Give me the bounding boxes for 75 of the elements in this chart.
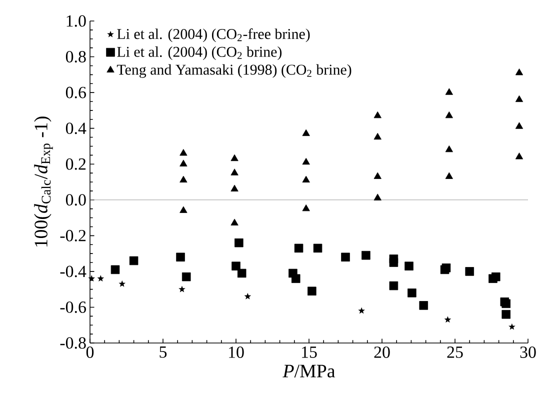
point	[374, 111, 382, 118]
point	[180, 148, 188, 156]
point	[502, 310, 510, 319]
point	[374, 132, 382, 140]
y-tick-label: 1.0	[66, 15, 86, 27]
point	[182, 272, 191, 282]
legend-label: Li et al. (2004) (CO$_{2}$ brine)	[117, 46, 282, 60]
point	[294, 244, 304, 253]
x-tick-label: 30	[520, 346, 536, 358]
point	[515, 95, 524, 102]
x-tick-label: 10	[229, 346, 244, 358]
point	[515, 122, 524, 129]
point	[118, 280, 126, 287]
point	[180, 160, 188, 166]
point	[404, 262, 414, 270]
point	[313, 244, 322, 253]
point	[230, 184, 238, 192]
y-tick-label: 0.0	[66, 194, 86, 206]
point	[176, 252, 185, 262]
point	[374, 172, 382, 179]
point	[358, 307, 365, 314]
x-tick-label: 5	[160, 346, 167, 358]
point	[308, 286, 316, 296]
point	[178, 286, 186, 292]
x-tick-label: 15	[302, 346, 317, 358]
point	[444, 316, 452, 323]
point	[230, 218, 238, 226]
point	[302, 158, 310, 165]
point	[291, 274, 300, 283]
point	[230, 154, 238, 162]
point	[234, 238, 244, 248]
y-tick-label: -0.6	[60, 301, 86, 313]
point	[88, 275, 96, 282]
point	[419, 301, 428, 310]
x-axis-title: P/MPa	[282, 364, 336, 378]
x-tick-label: 20	[374, 346, 390, 358]
point	[230, 168, 238, 176]
point	[374, 194, 382, 200]
point	[341, 252, 350, 262]
point	[515, 152, 524, 160]
point	[97, 275, 104, 282]
point	[302, 129, 310, 136]
y-tick-label: -0.4	[60, 266, 86, 278]
point	[244, 292, 252, 300]
y-tick-label: 0.6	[66, 86, 86, 98]
legend-label: Li et al. (2004) (CO$_{2}$-free brine)	[117, 28, 310, 42]
y-tick-label: -0.2	[60, 230, 86, 242]
point	[237, 268, 246, 278]
y-tick-label: 0.8	[66, 51, 86, 63]
point	[515, 68, 524, 76]
point	[465, 267, 474, 276]
x-tick-label: 0	[86, 346, 94, 358]
point	[445, 88, 453, 95]
point	[508, 323, 516, 330]
y-tick-label: -0.8	[60, 337, 86, 349]
point	[302, 176, 310, 182]
point	[408, 288, 416, 298]
y-axis-title: 100(d$_{Calc}$/d$_{Exp}$ -1)	[34, 116, 53, 247]
point	[445, 111, 453, 118]
point	[129, 256, 138, 266]
y-tick-label: 0.2	[66, 158, 86, 170]
point	[110, 265, 120, 274]
point	[302, 204, 310, 212]
point	[389, 281, 398, 290]
y-tick-label: 0.4	[66, 122, 86, 134]
point	[445, 172, 453, 179]
point	[232, 262, 240, 270]
point	[362, 250, 370, 260]
point	[180, 176, 188, 182]
point	[492, 272, 500, 282]
legend-label: Teng and Yamasaki (1998) (CO$_{2}$ brine)	[116, 64, 352, 78]
x-tick-label: 25	[447, 346, 463, 358]
point	[180, 206, 188, 213]
point	[389, 258, 398, 267]
point	[445, 145, 453, 152]
